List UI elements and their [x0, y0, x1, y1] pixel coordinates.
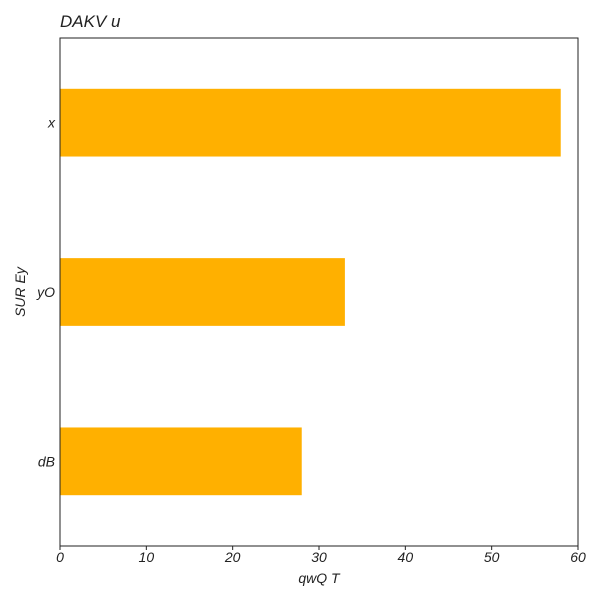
y-tick-label: x — [47, 115, 56, 131]
y-tick-label: yO — [36, 284, 55, 300]
y-axis-label: SUR Ey — [12, 266, 28, 317]
chart-title: DAKV u — [60, 12, 121, 31]
bar-dB — [60, 427, 302, 496]
bar-x — [60, 88, 561, 157]
x-tick-label: 0 — [56, 549, 64, 565]
bars-layer — [60, 88, 561, 496]
x-tick-label: 40 — [398, 549, 414, 565]
x-axis-ticks: 0 10 20 30 40 50 60 — [56, 546, 586, 565]
y-tick-label: dB — [38, 453, 55, 469]
x-tick-label: 30 — [311, 549, 327, 565]
x-tick-label: 20 — [224, 549, 241, 565]
x-tick-label: 50 — [484, 549, 500, 565]
y-axis-ticks: x yO dB — [36, 115, 56, 470]
x-tick-label: 60 — [570, 549, 586, 565]
bar-yO — [60, 258, 345, 326]
x-tick-label: 10 — [139, 549, 155, 565]
x-axis-label: qwQ T — [298, 570, 341, 586]
